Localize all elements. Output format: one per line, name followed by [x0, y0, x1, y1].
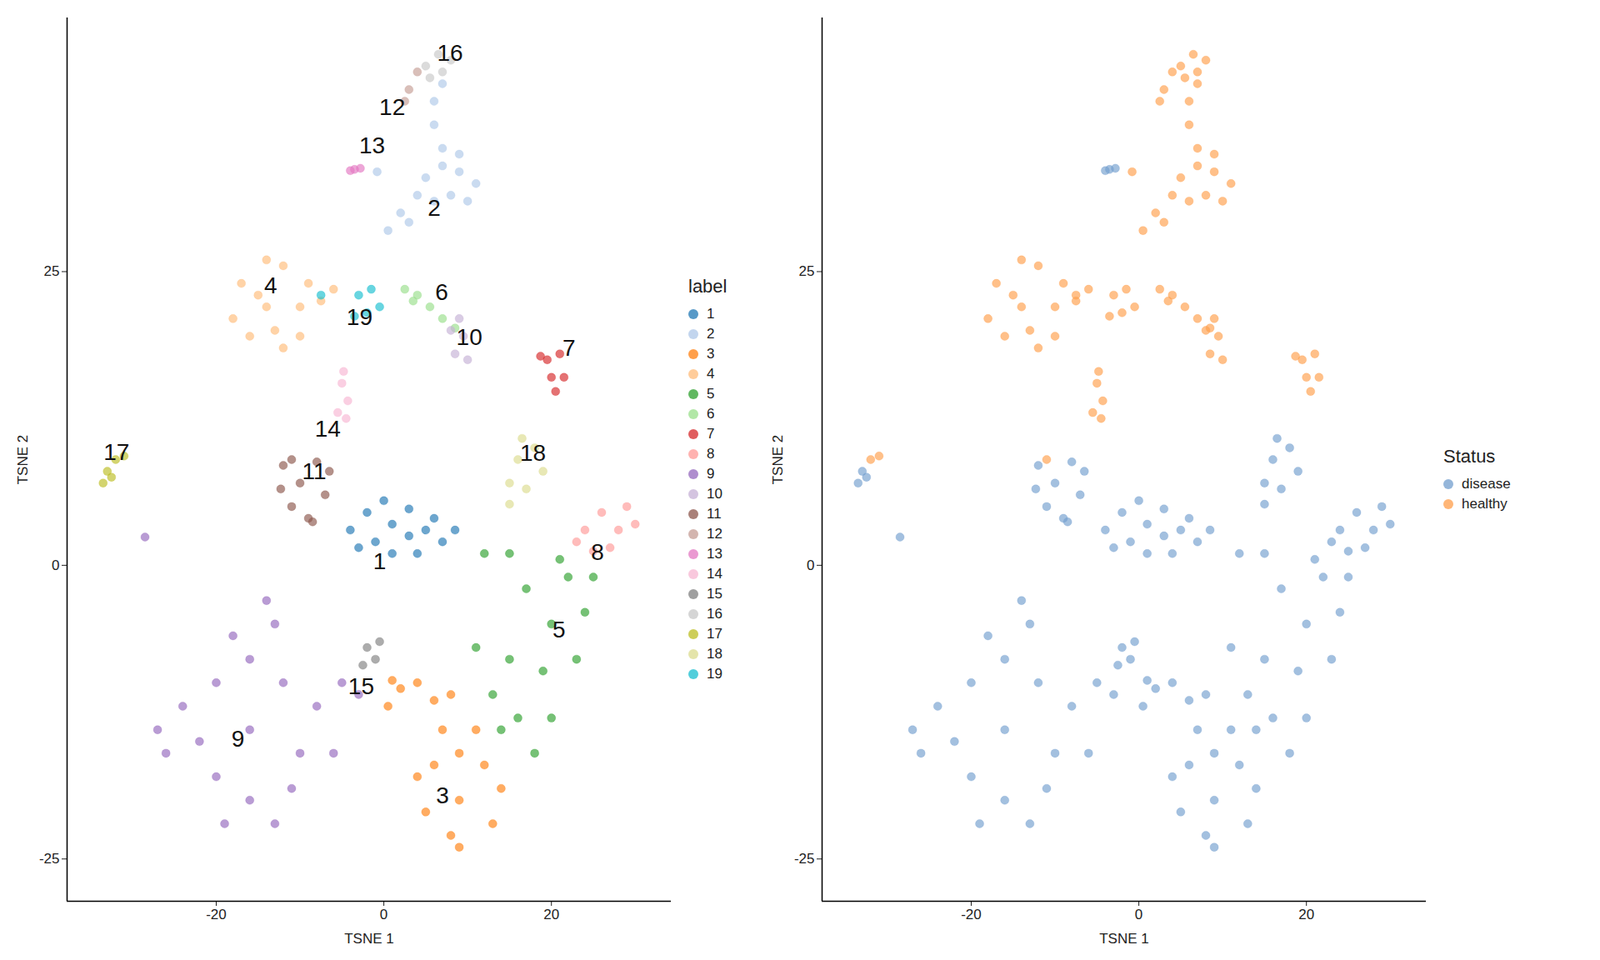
svg-text:TSNE 2: TSNE 2	[15, 435, 31, 485]
html-text:5: 5	[706, 385, 715, 402]
svg-text:25: 25	[799, 263, 815, 280]
html-text:1: 1	[706, 305, 715, 322]
svg-text:2: 2	[427, 195, 441, 221]
svg-text:17: 17	[103, 439, 130, 465]
html-text:11: 11	[706, 505, 722, 522]
svg-text:TSNE 1: TSNE 1	[1099, 930, 1150, 947]
svg-text:14: 14	[315, 415, 341, 442]
html-text:16: 16	[706, 605, 723, 622]
svg-text:7: 7	[562, 335, 576, 361]
html-text:disease: disease	[1461, 475, 1511, 492]
html-text:3: 3	[706, 345, 715, 362]
html-text:9: 9	[706, 465, 715, 482]
html-text:17: 17	[706, 625, 723, 642]
svg-text:20: 20	[543, 906, 560, 923]
svg-text:-20: -20	[960, 906, 982, 923]
html-text:13: 13	[706, 545, 723, 562]
html-text:19: 19	[706, 665, 723, 682]
svg-text:9: 9	[231, 725, 245, 752]
html-text:2: 2	[706, 325, 715, 342]
svg-text:15: 15	[348, 673, 375, 700]
svg-text:19: 19	[346, 304, 373, 330]
svg-text:18: 18	[520, 440, 546, 466]
svg-text:20: 20	[1298, 906, 1315, 923]
svg-text:8: 8	[590, 539, 605, 565]
html-text:10: 10	[706, 485, 723, 502]
svg-text:-20: -20	[205, 906, 227, 923]
svg-text:3: 3	[435, 782, 450, 809]
svg-text:1: 1	[373, 548, 387, 575]
svg-text:-25: -25	[39, 850, 60, 867]
html-text:15: 15	[706, 585, 723, 602]
svg-text:0: 0	[1135, 906, 1143, 923]
svg-text:0: 0	[380, 906, 388, 923]
svg-text:TSNE 2: TSNE 2	[770, 435, 786, 485]
html-text:Status: Status	[1443, 445, 1496, 467]
svg-text:-25: -25	[794, 850, 815, 867]
html-text:4: 4	[706, 365, 715, 382]
svg-text:4: 4	[264, 272, 278, 299]
svg-text:5: 5	[552, 616, 566, 643]
svg-text:13: 13	[359, 132, 385, 159]
svg-text:11: 11	[302, 458, 327, 485]
html-text:healthy: healthy	[1461, 495, 1508, 512]
svg-text:TSNE 1: TSNE 1	[344, 930, 395, 947]
svg-text:6: 6	[435, 279, 449, 305]
html-text:6: 6	[706, 405, 715, 422]
html-text:12: 12	[706, 525, 723, 542]
svg-text:25: 25	[44, 263, 60, 280]
svg-text:0: 0	[806, 557, 815, 574]
svg-text:0: 0	[51, 557, 60, 574]
html-text:8: 8	[706, 445, 715, 462]
html-text:label: label	[688, 275, 728, 297]
svg-text:10: 10	[456, 324, 483, 350]
html-text:7: 7	[706, 425, 715, 442]
svg-text:12: 12	[379, 94, 405, 120]
html-text:14: 14	[706, 565, 723, 582]
svg-text:16: 16	[436, 40, 463, 66]
html-text:18: 18	[706, 645, 723, 662]
